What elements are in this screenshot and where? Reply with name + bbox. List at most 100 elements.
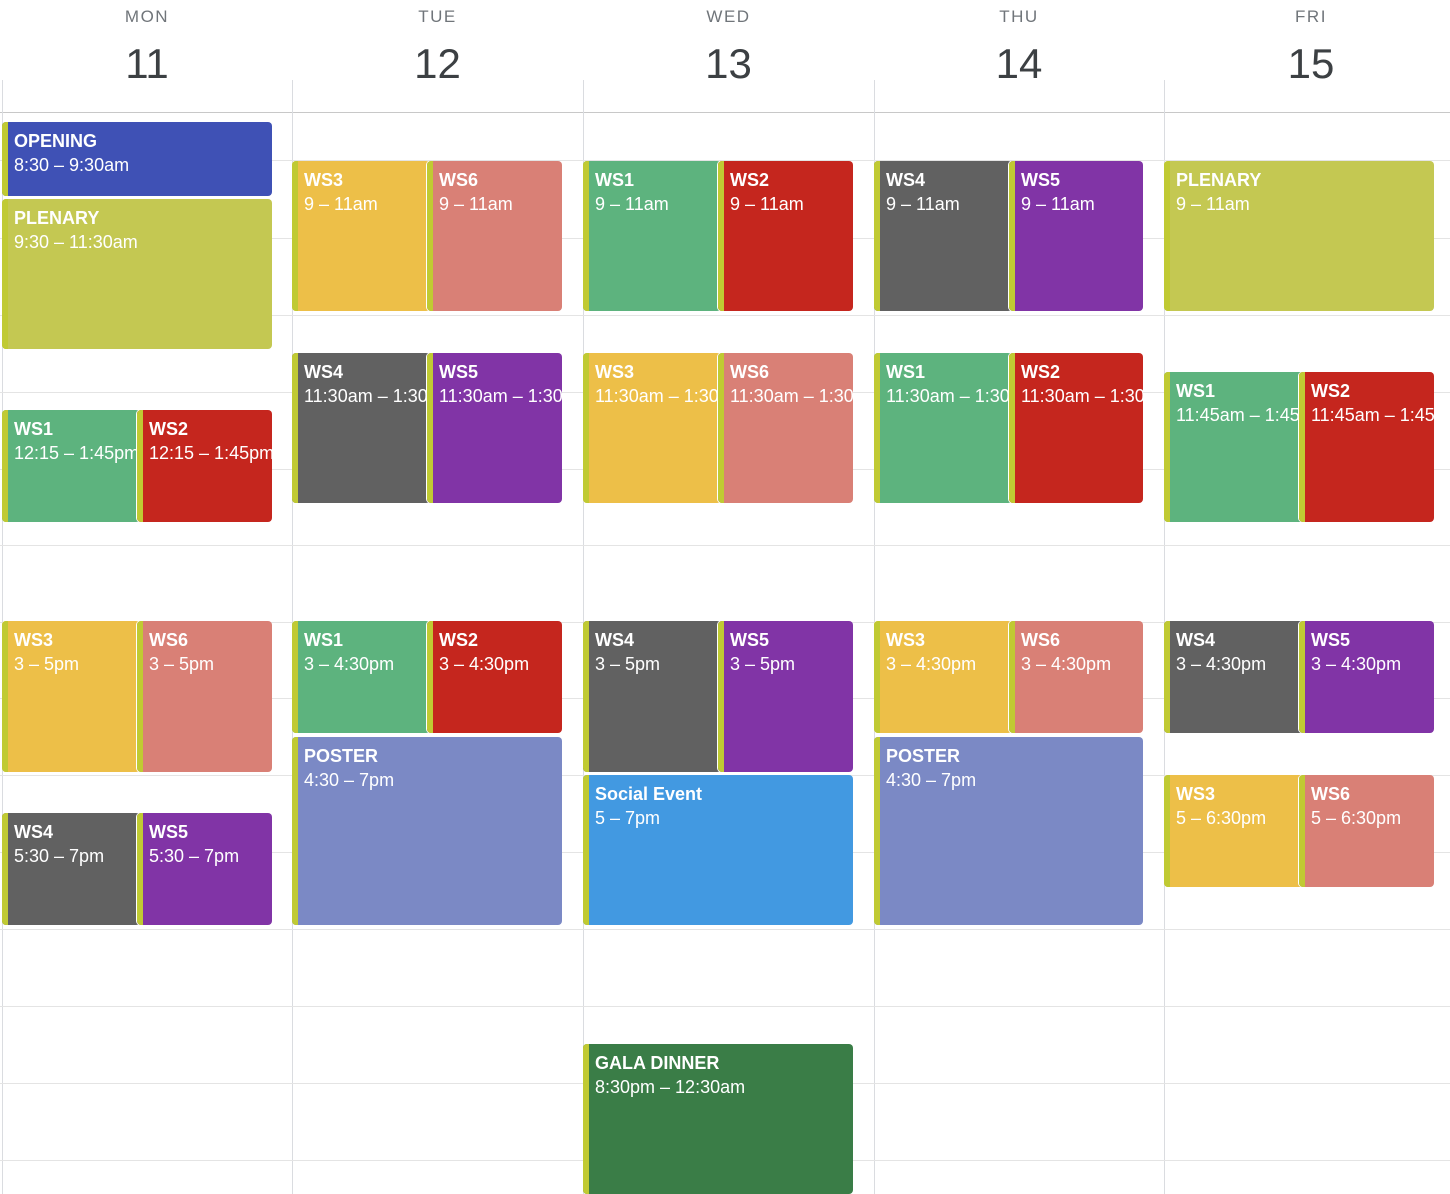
event-title: WS4 xyxy=(304,362,344,382)
event-social[interactable]: Social Event 5 – 7pm xyxy=(583,775,853,925)
day-name: WED xyxy=(706,7,751,26)
event-title: WS6 xyxy=(730,362,770,382)
event-title: WS6 xyxy=(1311,784,1351,804)
event-ws2[interactable]: WS2 9 – 11am xyxy=(718,161,853,311)
event-poster[interactable]: POSTER 4:30 – 7pm xyxy=(292,737,562,925)
day-header-wed[interactable]: WED 13 xyxy=(583,0,874,112)
event-title: WS2 xyxy=(1311,381,1351,401)
event-title: WS3 xyxy=(14,630,54,650)
event-time: 12:15 – 1:45pm xyxy=(149,443,272,463)
hour-line xyxy=(0,315,1450,316)
event-title: GALA DINNER xyxy=(595,1053,720,1073)
event-ws4[interactable]: WS4 11:30am – 1:30pm xyxy=(292,353,430,503)
event-title: WS3 xyxy=(886,630,926,650)
day-name: TUE xyxy=(418,7,457,26)
event-time: 3 – 5pm xyxy=(730,654,796,674)
event-time: 9 – 11am xyxy=(439,194,513,214)
event-gala-dinner[interactable]: GALA DINNER 8:30pm – 12:30am xyxy=(583,1044,853,1194)
event-ws6[interactable]: WS6 3 – 5pm xyxy=(137,621,272,772)
event-ws3[interactable]: WS3 3 – 4:30pm xyxy=(874,621,1012,733)
event-ws6[interactable]: WS6 9 – 11am xyxy=(427,161,562,311)
event-title: WS2 xyxy=(1021,362,1061,382)
event-time: 3 – 5pm xyxy=(595,654,661,674)
event-title: WS6 xyxy=(1021,630,1061,650)
event-title: POSTER xyxy=(886,746,961,766)
event-ws2[interactable]: WS2 11:30am – 1:30pm xyxy=(1009,353,1143,503)
event-title: WS6 xyxy=(149,630,189,650)
event-title: WS1 xyxy=(595,170,635,190)
event-ws5[interactable]: WS5 9 – 11am xyxy=(1009,161,1143,311)
event-ws1[interactable]: WS1 11:45am – 1:45pm xyxy=(1164,372,1303,522)
header-divider xyxy=(0,112,1450,113)
day-header-mon[interactable]: MON 11 xyxy=(2,0,292,112)
event-ws6[interactable]: WS6 5 – 6:30pm xyxy=(1299,775,1434,887)
event-ws5[interactable]: WS5 11:30am – 1:30pm xyxy=(427,353,562,503)
event-ws5[interactable]: WS5 3 – 4:30pm xyxy=(1299,621,1434,733)
day-number[interactable]: 13 xyxy=(705,40,752,87)
event-ws2[interactable]: WS2 3 – 4:30pm xyxy=(427,621,562,733)
event-title: WS4 xyxy=(595,630,635,650)
event-time: 4:30 – 7pm xyxy=(886,770,977,790)
event-title: WS2 xyxy=(439,630,479,650)
hour-line xyxy=(0,929,1450,930)
event-time: 9 – 11am xyxy=(730,194,804,214)
day-header-tue[interactable]: TUE 12 xyxy=(292,0,583,112)
event-title: POSTER xyxy=(304,746,379,766)
event-ws4[interactable]: WS4 3 – 5pm xyxy=(583,621,721,772)
hour-line xyxy=(0,1006,1450,1007)
event-ws1[interactable]: WS1 12:15 – 1:45pm xyxy=(2,410,140,522)
event-plenary[interactable]: PLENARY 9:30 – 11:30am xyxy=(2,199,272,349)
event-ws5[interactable]: WS5 5:30 – 7pm xyxy=(137,813,272,925)
event-time: 11:45am – 1:45pm xyxy=(1311,405,1434,425)
event-title: WS4 xyxy=(14,822,54,842)
hour-line xyxy=(0,545,1450,546)
event-time: 5:30 – 7pm xyxy=(14,846,105,866)
day-header-thu[interactable]: THU 14 xyxy=(874,0,1164,112)
event-time: 11:30am – 1:30pm xyxy=(304,386,430,406)
event-ws3[interactable]: WS3 3 – 5pm xyxy=(2,621,140,772)
event-plenary[interactable]: PLENARY 9 – 11am xyxy=(1164,161,1434,311)
event-ws2[interactable]: WS2 12:15 – 1:45pm xyxy=(137,410,272,522)
day-number[interactable]: 15 xyxy=(1287,40,1335,87)
event-ws4[interactable]: WS4 5:30 – 7pm xyxy=(2,813,140,925)
event-ws4[interactable]: WS4 3 – 4:30pm xyxy=(1164,621,1303,733)
event-ws3[interactable]: WS3 9 – 11am xyxy=(292,161,430,311)
event-opening[interactable]: OPENING 8:30 – 9:30am xyxy=(2,122,272,196)
day-number[interactable]: 14 xyxy=(995,40,1043,87)
event-ws6[interactable]: WS6 3 – 4:30pm xyxy=(1009,621,1143,733)
event-time: 11:30am – 1:30pm xyxy=(439,386,562,406)
event-ws3[interactable]: WS3 11:30am – 1:30pm xyxy=(583,353,721,503)
event-ws1[interactable]: WS1 11:30am – 1:30pm xyxy=(874,353,1012,503)
event-ws2[interactable]: WS2 11:45am – 1:45pm xyxy=(1299,372,1434,522)
event-poster[interactable]: POSTER 4:30 – 7pm xyxy=(874,737,1143,925)
event-ws3[interactable]: WS3 5 – 6:30pm xyxy=(1164,775,1303,887)
event-title: WS5 xyxy=(1311,630,1351,650)
event-title: WS1 xyxy=(886,362,926,382)
event-title: PLENARY xyxy=(1176,170,1262,190)
event-time: 3 – 4:30pm xyxy=(304,654,395,674)
hour-line xyxy=(0,160,1450,161)
event-time: 8:30 – 9:30am xyxy=(14,155,130,175)
event-ws4[interactable]: WS4 9 – 11am xyxy=(874,161,1012,311)
event-title: OPENING xyxy=(14,131,98,151)
day-number[interactable]: 11 xyxy=(125,40,169,87)
day-name: THU xyxy=(999,7,1039,26)
event-ws6[interactable]: WS6 11:30am – 1:30pm xyxy=(718,353,853,503)
event-title: WS5 xyxy=(439,362,479,382)
event-time: 12:15 – 1:45pm xyxy=(14,443,140,463)
event-time: 9:30 – 11:30am xyxy=(14,232,138,252)
event-time: 3 – 5pm xyxy=(149,654,215,674)
day-number[interactable]: 12 xyxy=(414,40,461,87)
event-time: 5 – 6:30pm xyxy=(1311,808,1402,828)
event-ws1[interactable]: WS1 9 – 11am xyxy=(583,161,721,311)
day-name: FRI xyxy=(1295,7,1327,26)
day-header-fri[interactable]: FRI 15 xyxy=(1164,0,1450,112)
event-time: 9 – 11am xyxy=(595,194,669,214)
event-title: WS4 xyxy=(1176,630,1216,650)
event-ws5[interactable]: WS5 3 – 5pm xyxy=(718,621,853,772)
event-time: 8:30pm – 12:30am xyxy=(595,1077,746,1097)
event-ws1[interactable]: WS1 3 – 4:30pm xyxy=(292,621,430,733)
event-time: 11:30am – 1:30pm xyxy=(886,386,1012,406)
event-title: WS3 xyxy=(304,170,344,190)
event-time: 5:30 – 7pm xyxy=(149,846,240,866)
